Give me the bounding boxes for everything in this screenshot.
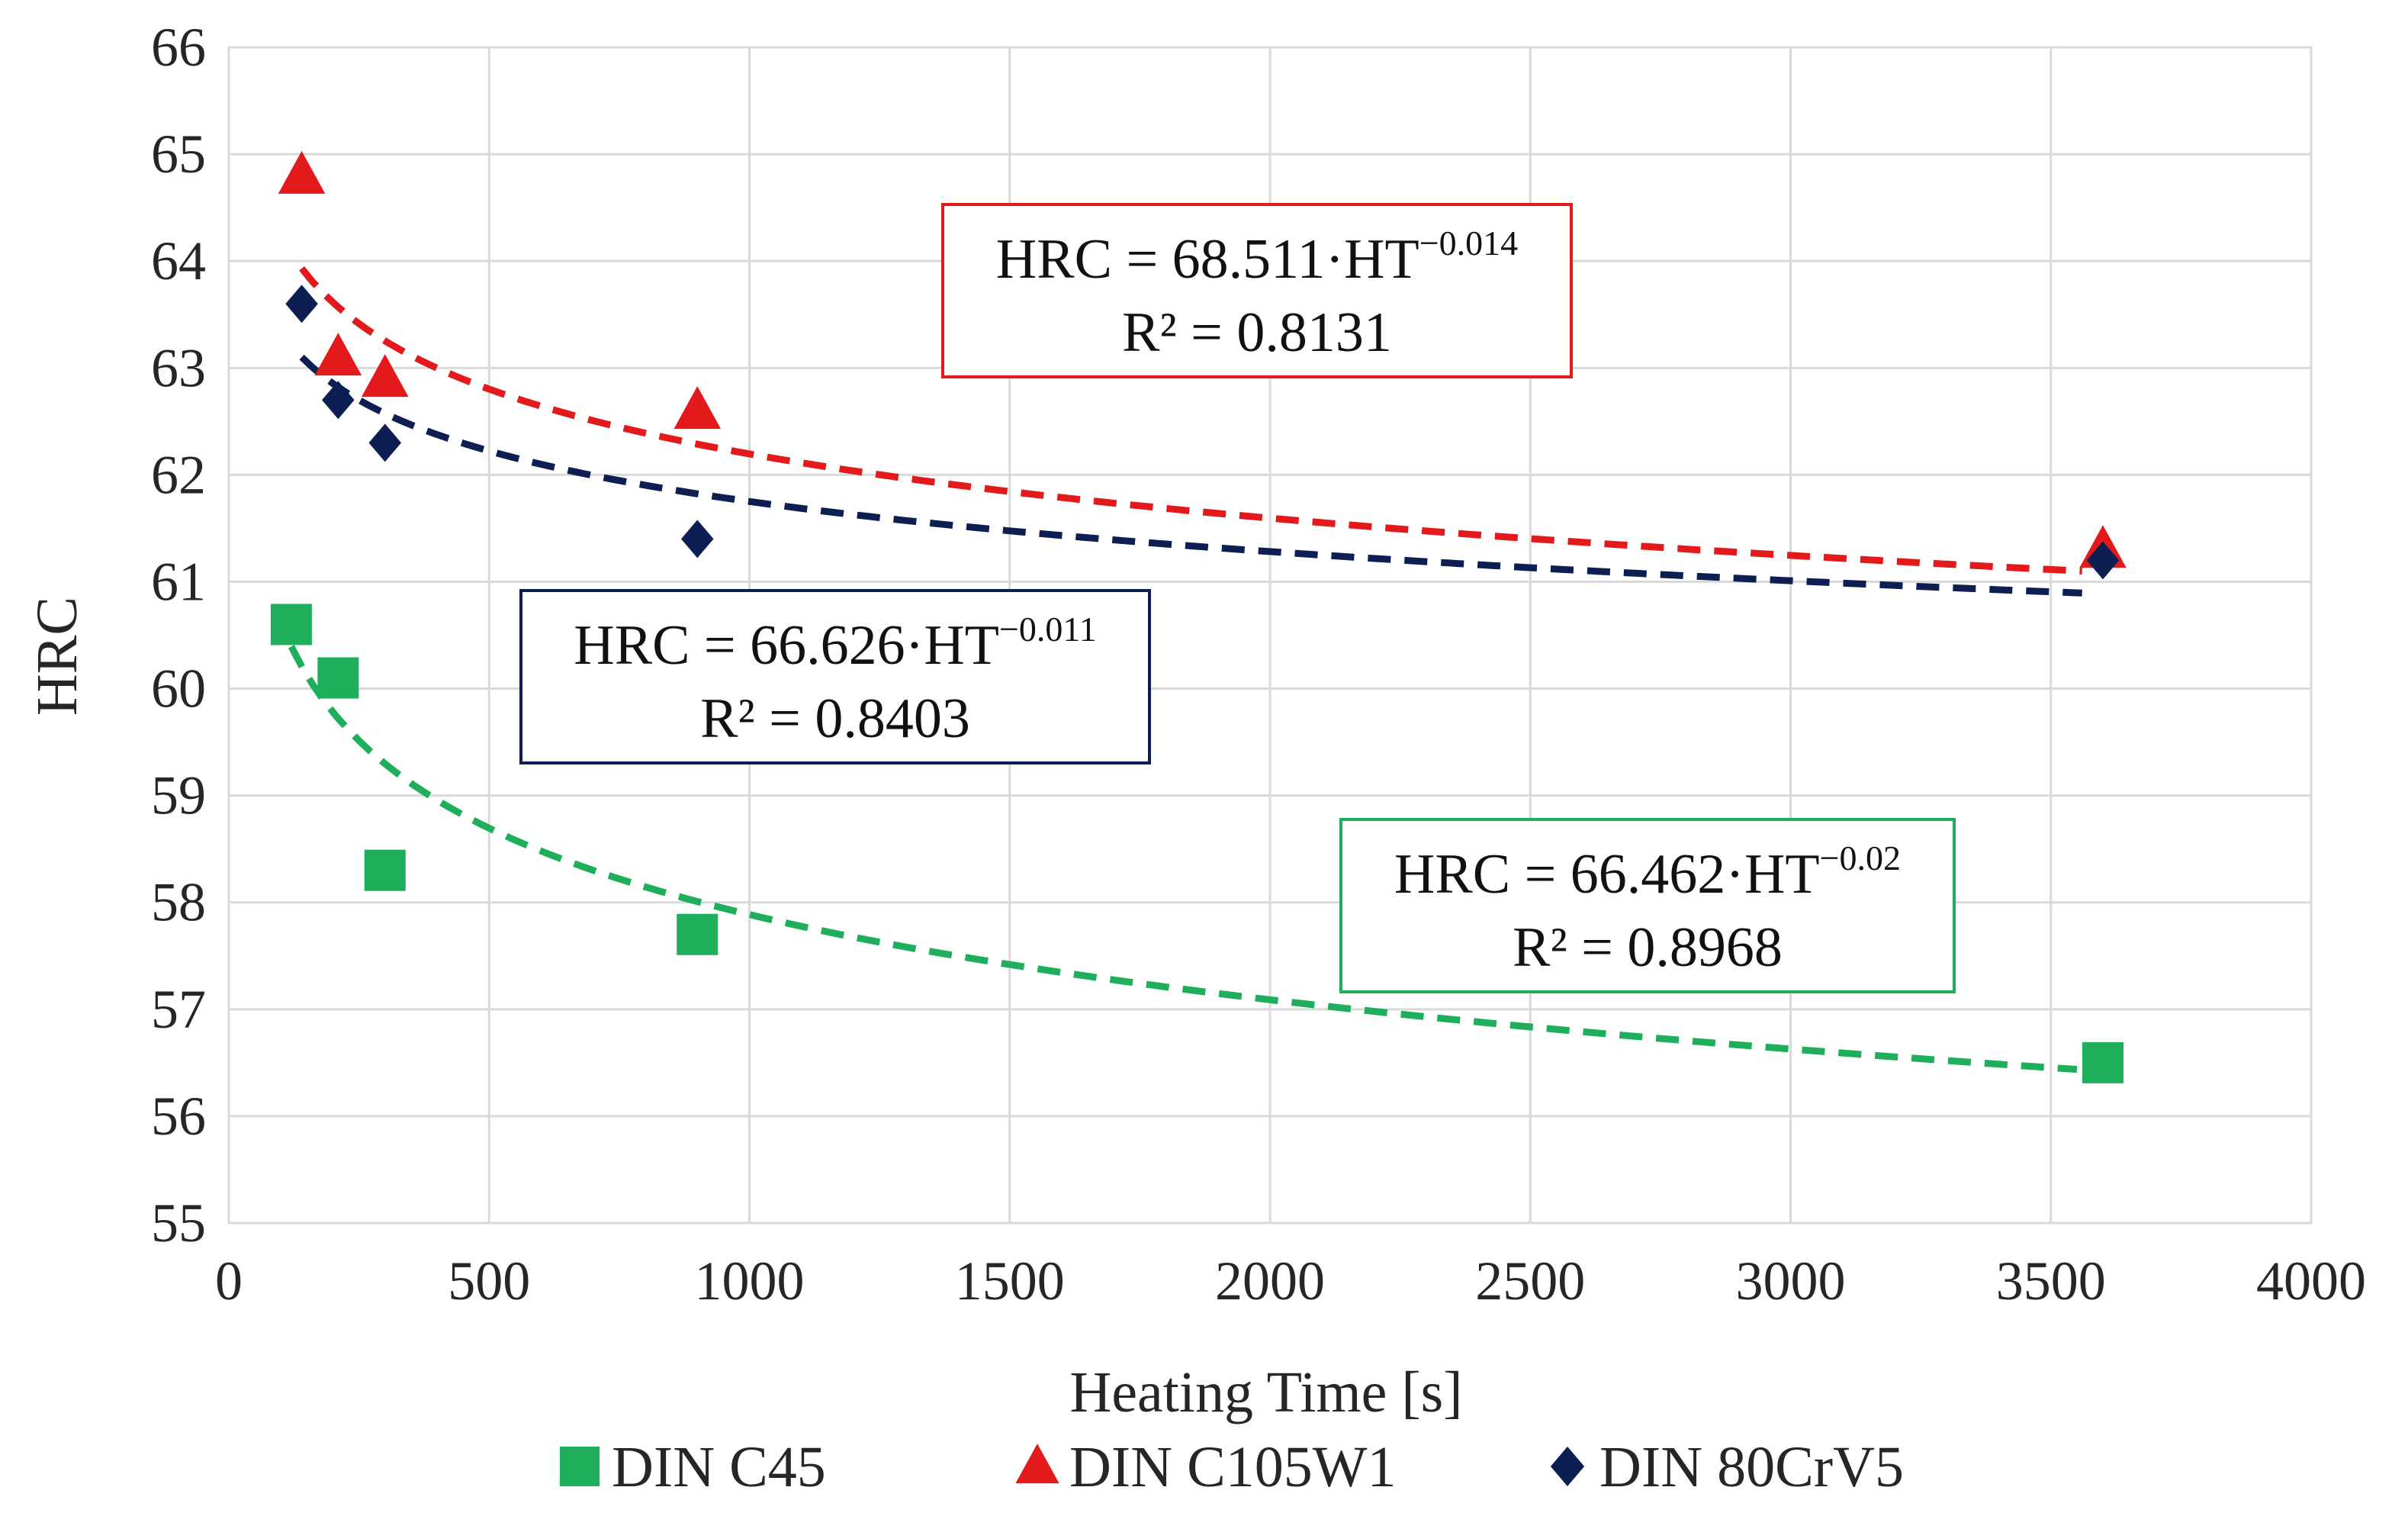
equation-text: HRC = 66.626·HT−0.011: [574, 610, 1096, 677]
legend-marker: [1550, 1447, 1585, 1486]
x-tick-label: 3000: [1736, 1251, 1846, 1312]
y-tick-label: 56: [151, 1086, 206, 1147]
data-point: [681, 520, 714, 558]
y-tick-label: 63: [151, 337, 206, 398]
trendline: [299, 354, 2082, 597]
equation-box-frame: [1339, 818, 1956, 993]
legend-item: DIN C45: [560, 1435, 826, 1499]
equation-main: HRC = 68.511·HT: [996, 228, 1419, 291]
x-tick-label: 2500: [1475, 1251, 1585, 1312]
data-point: [361, 354, 409, 398]
equation-r2: R² = 0.8131: [1122, 301, 1392, 364]
data-point: [364, 849, 406, 891]
trendline: [288, 645, 2078, 1074]
equation-box-frame: [519, 589, 1151, 764]
data-point: [2086, 541, 2120, 580]
equation-box-frame: [941, 203, 1573, 378]
equation-text: HRC = 66.462·HT−0.02: [1394, 839, 1901, 906]
equation-exponent: −0.014: [1419, 224, 1518, 262]
x-tick-label: 2000: [1215, 1251, 1325, 1312]
x-tick-label: 1500: [955, 1251, 1065, 1312]
legend-item: DIN C105W1: [1015, 1435, 1397, 1499]
y-tick-labels: 55 56 57 58 59 60 61 62 63 64 65 66: [151, 17, 206, 1254]
equation-main: HRC = 66.462·HT: [1394, 843, 1820, 906]
legend-marker: [1015, 1444, 1059, 1484]
data-point: [322, 381, 355, 420]
data-point: [2082, 1041, 2123, 1083]
equation-boxes: HRC = 66.462·HT−0.02 R² = 0.8968 HRC = 68.…: [519, 203, 1956, 993]
equation-r2: R² = 0.8403: [700, 687, 970, 750]
plot-area-border: [227, 46, 2313, 1225]
legend-label: DIN C45: [612, 1435, 826, 1499]
x-axis-title: Heating Time [s]: [1069, 1360, 1462, 1424]
x-tick-label: 500: [448, 1251, 530, 1312]
y-tick-label: 65: [151, 124, 206, 185]
y-tick-label: 57: [151, 979, 206, 1040]
x-tick-labels: 0 500 1000 1500 2000 2500 3000 3500 4000: [215, 1251, 2366, 1312]
y-tick-label: 62: [151, 444, 206, 505]
equation-text: HRC = 68.511·HT−0.014: [996, 224, 1518, 291]
legend-label: DIN C105W1: [1069, 1435, 1397, 1499]
legend-item: DIN 80CrV5: [1550, 1435, 1904, 1499]
y-tick-label: 59: [151, 765, 206, 826]
data-point: [368, 423, 401, 462]
x-tick-label: 1000: [695, 1251, 805, 1312]
equation-box: HRC = 66.626·HT−0.011 R² = 0.8403: [519, 589, 1151, 764]
x-tick-label: 4000: [2256, 1251, 2366, 1312]
y-axis-title: HRC: [25, 597, 89, 716]
data-point: [314, 333, 362, 376]
legend-marker: [560, 1447, 600, 1486]
grid: [227, 46, 2313, 1225]
y-tick-label: 66: [151, 17, 206, 78]
y-tick-label: 61: [151, 551, 206, 612]
legend: DIN C45 DIN C105W1 DIN 80CrV5: [560, 1435, 1904, 1499]
y-tick-label: 64: [151, 230, 206, 291]
y-tick-label: 60: [151, 658, 206, 719]
equation-main: HRC = 66.626·HT: [574, 614, 999, 677]
x-tick-label: 3500: [1996, 1251, 2106, 1312]
legend-label: DIN 80CrV5: [1599, 1435, 1904, 1499]
equation-r2: R² = 0.8968: [1513, 916, 1783, 979]
equation-exponent: −0.011: [999, 610, 1097, 649]
data-point: [270, 604, 312, 645]
data-point: [278, 150, 326, 194]
data-point: [285, 285, 318, 324]
data-points: [270, 150, 2127, 1083]
y-tick-label: 58: [151, 872, 206, 933]
data-point: [674, 386, 722, 430]
equation-box: HRC = 66.462·HT−0.02 R² = 0.8968: [1339, 818, 1956, 993]
equation-exponent: −0.02: [1820, 839, 1901, 877]
trendline: [299, 266, 2082, 575]
x-tick-label: 0: [215, 1251, 243, 1312]
y-tick-label: 55: [151, 1193, 206, 1254]
data-point: [677, 913, 719, 955]
data-point: [317, 657, 359, 699]
equation-box: HRC = 68.511·HT−0.014 R² = 0.8131: [941, 203, 1573, 378]
trendlines: [288, 266, 2082, 1074]
